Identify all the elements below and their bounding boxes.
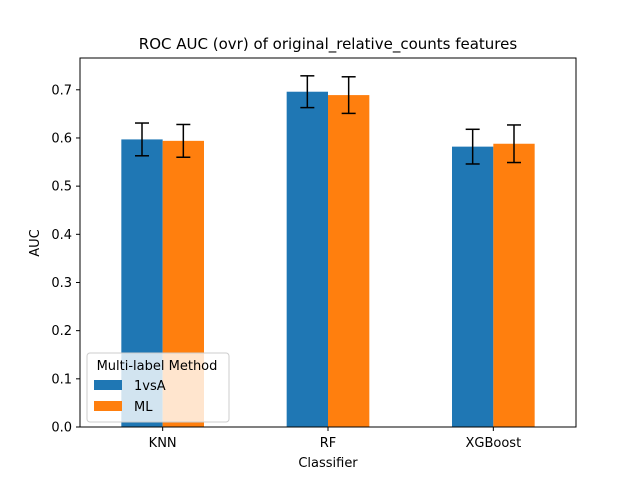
y-tick-label: 0.0 xyxy=(51,421,72,436)
legend-label: ML xyxy=(134,400,153,415)
error-bars-layer xyxy=(135,75,521,165)
y-axis-label: AUC xyxy=(28,229,43,257)
y-tick-label: 0.5 xyxy=(51,180,72,195)
y-tick-label: 0.2 xyxy=(51,324,72,339)
legend-label: 1vsA xyxy=(134,379,166,394)
y-tick-label: 0.1 xyxy=(51,372,72,387)
chart-title: ROC AUC (ovr) of original_relative_count… xyxy=(139,35,518,54)
error-bar-1vsA-KNN xyxy=(135,122,149,157)
legend-swatch xyxy=(94,380,122,390)
bars-layer xyxy=(121,91,535,428)
x-tick-label: RF xyxy=(320,436,337,451)
x-axis-label: Classifier xyxy=(298,456,358,471)
y-tick-label: 0.3 xyxy=(51,276,72,291)
error-bar-ML-KNN xyxy=(176,123,191,158)
bar-ML-RF xyxy=(328,95,370,428)
legend-entry-1vsA: 1vsA xyxy=(94,379,166,394)
legend-swatch xyxy=(94,401,122,411)
bar-ML-XGBoost xyxy=(493,143,535,427)
error-bar-1vsA-XGBoost xyxy=(465,128,480,165)
y-tick-label: 0.4 xyxy=(51,228,72,243)
bar-1vsA-RF xyxy=(286,91,328,427)
y-tick-label: 0.7 xyxy=(51,83,72,98)
legend-box xyxy=(86,352,230,423)
axes-layer: 0.0 0.1 0.2 0.3 0.4 0.5 0.6 0.7 KNN RF XGBoost xyxy=(51,57,577,451)
bar-1vsA-XGBoost xyxy=(452,146,494,427)
error-bar-ML-RF xyxy=(341,76,356,115)
legend: Multi-label Method 1vsA ML xyxy=(86,352,230,423)
legend-entry-ML: ML xyxy=(94,400,153,415)
x-tick-label: XGBoost xyxy=(465,436,521,451)
error-bar-1vsA-RF xyxy=(300,75,315,109)
x-tick-label: KNN xyxy=(149,436,177,451)
error-bar-ML-XGBoost xyxy=(507,124,521,164)
legend-entries: 1vsA ML xyxy=(94,379,166,415)
y-tick-label: 0.6 xyxy=(51,131,72,146)
legend-title: Multi-label Method xyxy=(97,359,218,374)
